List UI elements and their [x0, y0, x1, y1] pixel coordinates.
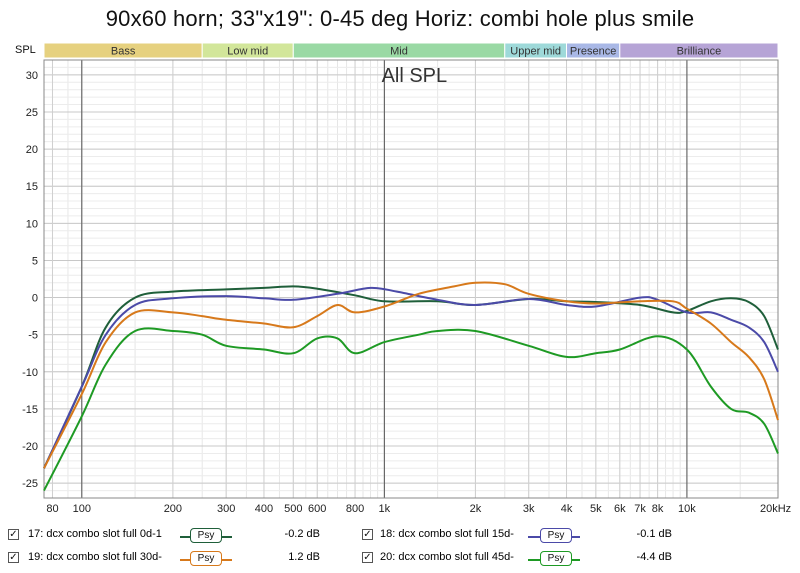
- band-label: Presence: [570, 46, 616, 58]
- legend-value: -4.4 dB: [636, 551, 672, 563]
- x-tick-label: 200: [164, 503, 182, 515]
- x-tick-label: 20kHz: [760, 503, 791, 515]
- x-tick-label: 80: [46, 503, 58, 515]
- y-tick-label: 5: [32, 255, 38, 267]
- y-tick-label: 30: [26, 70, 38, 82]
- legend-value: -0.2 dB: [284, 528, 320, 540]
- x-tick-label: 8k: [652, 503, 664, 515]
- series-line-4: [43, 327, 779, 492]
- legend-item-19[interactable]: ✓ 19: dcx combo slot full 30d- Psy 1.2 d…: [8, 549, 378, 569]
- x-tick-label: 2k: [470, 503, 482, 515]
- band-label: Low mid: [227, 46, 268, 58]
- x-tick-label: 6k: [614, 503, 626, 515]
- x-tick-label: 5k: [590, 503, 602, 515]
- chart-title: 90x60 horn; 33"x19": 0-45 deg Horiz: com…: [105, 6, 695, 31]
- x-tick-label: 3k: [523, 503, 535, 515]
- legend-label: 18: dcx combo slot full 15d-: [380, 528, 514, 540]
- legend-item-20[interactable]: ✓ 20: dcx combo slot full 45d- Psy -4.4 …: [362, 549, 762, 569]
- y-tick-label: 0: [32, 293, 38, 305]
- y-tick-label: -5: [28, 330, 38, 342]
- spl-chart: Bass Low mid Mid Upper mid Presence Brillianc…: [15, 42, 791, 515]
- x-tick-label: 4k: [561, 503, 573, 515]
- legend-row-2: ✓ 19: dcx combo slot full 30d- Psy 1.2 d…: [0, 549, 800, 569]
- legend-item-18[interactable]: ✓ 18: dcx combo slot full 15d- Psy -0.1 …: [362, 526, 762, 546]
- plot-area: [44, 60, 778, 498]
- legend-checkbox[interactable]: ✓: [8, 552, 19, 563]
- band-label: Bass: [111, 46, 136, 58]
- legend-checkbox[interactable]: ✓: [362, 529, 373, 540]
- y-tick-label: 10: [26, 218, 38, 230]
- psy-button[interactable]: Psy: [540, 551, 572, 566]
- y-axis-label: SPL: [15, 44, 36, 56]
- y-tick-label: -10: [22, 367, 38, 379]
- series-line-3: [43, 281, 779, 469]
- x-tick-label: 100: [73, 503, 91, 515]
- y-tick-label: -20: [22, 441, 38, 453]
- y-tick-label: 25: [26, 107, 38, 119]
- x-tick-label: 1k: [379, 503, 391, 515]
- psy-button[interactable]: Psy: [540, 528, 572, 543]
- psy-button[interactable]: Psy: [190, 551, 222, 566]
- y-tick-label: -15: [22, 404, 38, 416]
- legend-item-17[interactable]: ✓ 17: dcx combo slot full 0d-1 Psy -0.2 …: [8, 526, 378, 546]
- band-label: Mid: [390, 46, 408, 58]
- series-line-2: [43, 286, 779, 469]
- legend-checkbox[interactable]: ✓: [8, 529, 19, 540]
- band-label: Upper mid: [510, 46, 561, 58]
- band-brilliance: [619, 42, 779, 59]
- legend-label: 17: dcx combo slot full 0d-1: [28, 528, 162, 540]
- x-tick-label: 7k: [634, 503, 646, 515]
- plot-border: [43, 59, 779, 499]
- x-tick-label: 10k: [678, 503, 696, 515]
- legend-label: 20: dcx combo slot full 45d-: [380, 551, 514, 563]
- y-tick-label: -25: [22, 478, 38, 490]
- legend-checkbox[interactable]: ✓: [362, 552, 373, 563]
- psy-button[interactable]: Psy: [190, 528, 222, 543]
- inner-chart-title: All SPL: [382, 65, 448, 87]
- band-label: Brilliance: [677, 46, 722, 58]
- legend-row-1: ✓ 17: dcx combo slot full 0d-1 Psy -0.2 …: [0, 526, 800, 546]
- legend-label: 19: dcx combo slot full 30d-: [28, 551, 162, 563]
- y-tick-label: 20: [26, 144, 38, 156]
- x-tick-label: 600: [308, 503, 326, 515]
- x-tick-label: 400: [255, 503, 273, 515]
- x-tick-label: 300: [217, 503, 235, 515]
- x-tick-label: 500: [284, 503, 302, 515]
- y-tick-label: 15: [26, 181, 38, 193]
- legend-value: -0.1 dB: [636, 528, 672, 540]
- legend-value: 1.2 dB: [288, 551, 320, 563]
- x-tick-label: 800: [346, 503, 364, 515]
